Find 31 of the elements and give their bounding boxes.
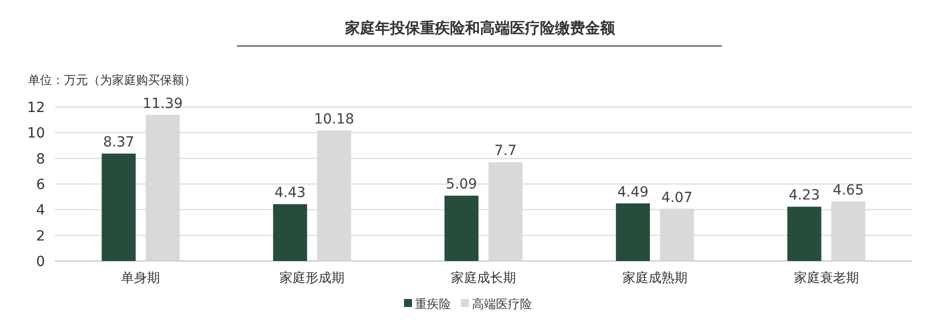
y-axis-title: 单位：万元（为家庭购买保额） [28, 73, 196, 87]
bar [102, 154, 136, 261]
y-tick-label: 0 [36, 254, 45, 270]
data-label: 4.49 [617, 184, 648, 200]
data-label: 8.37 [103, 134, 134, 151]
data-label: 5.09 [446, 176, 478, 193]
data-label: 4.65 [832, 182, 864, 198]
bar [444, 196, 478, 261]
x-tick-label: 家庭成长期 [451, 270, 516, 286]
y-tick-label: 6 [36, 177, 46, 193]
legend-label: 高端医疗险 [472, 297, 532, 311]
y-tick-label: 12 [27, 100, 45, 116]
data-label: 11.39 [142, 96, 183, 112]
bar [273, 204, 308, 261]
bar [616, 203, 650, 261]
y-tick-label: 4 [36, 202, 46, 219]
x-tick-label: 家庭成熟期 [622, 270, 688, 286]
y-tick-label: 8 [36, 151, 45, 168]
data-label: 7.7 [494, 143, 517, 160]
y-tick-label: 2 [36, 228, 45, 244]
bar [787, 206, 822, 261]
data-label: 4.43 [274, 185, 306, 202]
chart-title: 家庭年投保重疾险和高端医疗险缴费金额 [344, 19, 616, 37]
x-tick-label: 家庭衰老期 [794, 270, 859, 286]
x-tick-label: 家庭形成期 [280, 270, 345, 286]
data-label: 10.18 [314, 111, 354, 128]
legend-label: 重疾险 [415, 297, 451, 311]
y-tick-label: 10 [27, 126, 45, 142]
data-label: 4.23 [788, 188, 820, 204]
data-label: 4.07 [661, 190, 692, 206]
x-tick-label: 单身期 [121, 271, 160, 286]
